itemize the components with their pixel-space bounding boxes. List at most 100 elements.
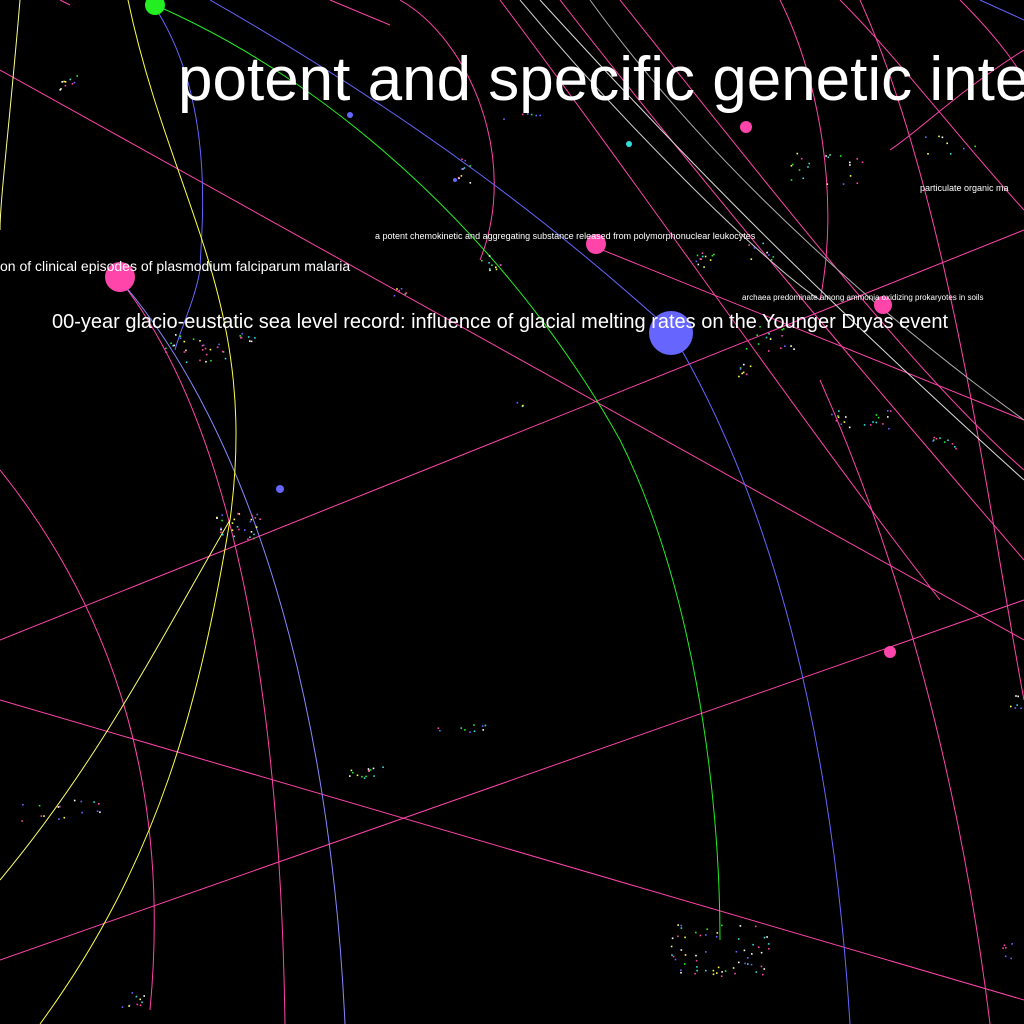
cluster-dot xyxy=(757,343,760,345)
node-malaria[interactable] xyxy=(105,262,135,292)
edge xyxy=(779,0,829,301)
cluster-dot xyxy=(709,259,712,261)
cluster-dot xyxy=(220,527,222,530)
node-green[interactable] xyxy=(145,0,165,15)
cluster-dot xyxy=(933,439,935,441)
cluster-dot xyxy=(185,361,188,363)
cluster-dot xyxy=(745,373,748,376)
edge xyxy=(669,329,851,1024)
edge xyxy=(519,0,821,301)
cluster-dot xyxy=(239,335,241,337)
cluster-dot xyxy=(437,727,440,729)
cluster-dot xyxy=(250,531,253,533)
cluster-dot xyxy=(939,437,941,439)
edge xyxy=(499,0,941,601)
cluster-dot xyxy=(793,348,795,350)
cluster-dot xyxy=(361,775,363,778)
cluster-dot xyxy=(463,167,466,169)
cluster-dot xyxy=(526,113,529,115)
cluster-dot xyxy=(755,925,757,928)
cluster-dot xyxy=(121,1006,124,1008)
cluster-dot xyxy=(741,372,743,375)
cluster-dot xyxy=(141,1001,143,1004)
cluster-dot xyxy=(495,268,498,271)
node-pink-small[interactable] xyxy=(740,121,752,133)
cluster-dot xyxy=(183,340,186,343)
cluster-dot xyxy=(941,136,944,139)
cluster-dot xyxy=(244,529,246,531)
cluster-dot xyxy=(839,155,842,157)
edge xyxy=(39,519,231,1024)
cluster-dot xyxy=(835,419,838,422)
node-pink-lower[interactable] xyxy=(884,646,896,658)
cluster-dot xyxy=(790,165,793,167)
cluster-dot xyxy=(40,815,43,817)
cluster-dot xyxy=(404,293,407,295)
cluster-dot xyxy=(748,244,750,246)
cluster-dot xyxy=(63,816,66,819)
cluster-dot xyxy=(717,966,720,969)
edge xyxy=(539,0,1024,481)
cluster-dot xyxy=(249,536,251,538)
node-sea-level[interactable] xyxy=(649,311,693,355)
cluster-dot xyxy=(706,928,708,930)
cluster-dot xyxy=(1004,955,1007,958)
edge xyxy=(859,0,1024,701)
cluster-dot xyxy=(946,142,948,145)
cluster-dot xyxy=(250,340,253,343)
cluster-dot xyxy=(843,421,846,423)
node-cyan[interactable] xyxy=(626,141,632,147)
cluster-dot xyxy=(766,936,768,938)
cluster-dot xyxy=(770,259,773,261)
edge xyxy=(154,4,721,941)
cluster-dot xyxy=(1014,707,1017,709)
cluster-dot xyxy=(695,959,698,962)
cluster-dot xyxy=(233,535,235,538)
cluster-dot xyxy=(697,263,700,266)
cluster-dot xyxy=(173,344,176,347)
cluster-dot xyxy=(716,972,718,974)
cluster-dot xyxy=(238,528,240,531)
node-blue-top[interactable] xyxy=(347,112,353,118)
cluster-dot xyxy=(1011,943,1013,945)
cluster-dot xyxy=(699,934,702,937)
edge xyxy=(959,0,1024,81)
edge xyxy=(59,0,71,6)
cluster-dot xyxy=(205,353,208,356)
cluster-dot xyxy=(887,416,889,418)
cluster-dot xyxy=(951,443,954,445)
cluster-dot xyxy=(221,519,223,522)
edge xyxy=(149,0,204,351)
cluster-dot xyxy=(21,820,23,822)
cluster-dot xyxy=(763,936,766,939)
cluster-dot xyxy=(481,725,484,727)
cluster-dot xyxy=(93,801,95,803)
cluster-dot xyxy=(807,166,809,168)
cluster-dot xyxy=(701,252,704,254)
cluster-dot xyxy=(863,424,866,426)
cluster-dot xyxy=(405,292,407,294)
cluster-dot xyxy=(59,89,61,91)
cluster-dot xyxy=(58,818,60,820)
cluster-dot xyxy=(247,336,250,338)
cluster-dot xyxy=(943,441,946,443)
cluster-dot xyxy=(398,289,400,292)
cluster-dot xyxy=(750,258,753,260)
cluster-dot xyxy=(400,288,403,290)
edge xyxy=(127,0,237,521)
cluster-dot xyxy=(763,968,766,970)
cluster-dot xyxy=(469,731,471,733)
cluster-dot xyxy=(768,350,770,352)
node-archaea[interactable] xyxy=(874,296,892,314)
cluster-dot xyxy=(220,531,222,534)
cluster-dot xyxy=(464,729,466,731)
cluster-dot xyxy=(351,771,354,774)
cluster-dot xyxy=(784,345,786,347)
node-blue-small[interactable] xyxy=(276,485,284,493)
node-chemokinetic[interactable] xyxy=(586,234,606,254)
node-blue-mid[interactable] xyxy=(453,178,457,182)
cluster-dot xyxy=(179,337,182,339)
cluster-dot xyxy=(674,958,677,961)
cluster-dot xyxy=(516,401,519,404)
